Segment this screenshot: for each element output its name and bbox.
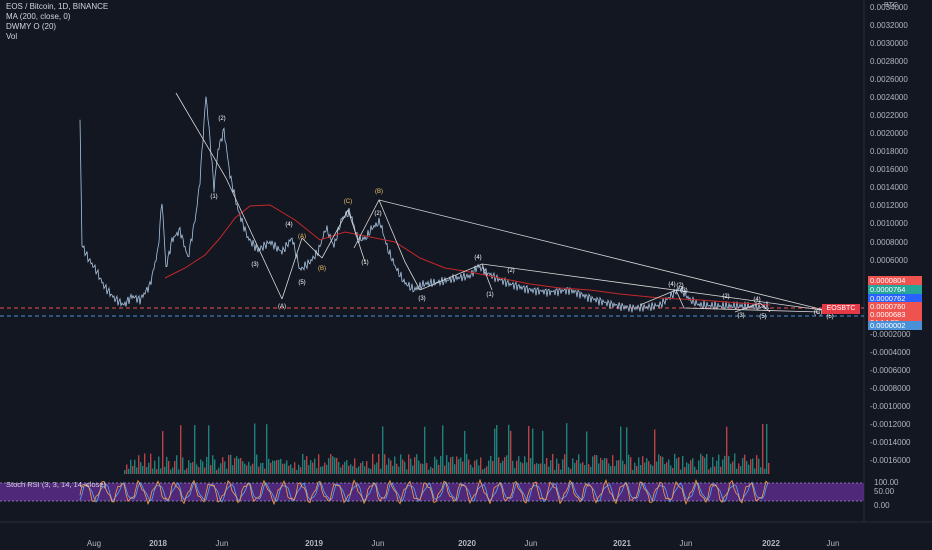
price-scale-label: 0.0030000 bbox=[870, 39, 908, 48]
time-axis-label: 2018 bbox=[149, 539, 167, 548]
price-scale-label: 0.0032000 bbox=[870, 21, 908, 30]
price-tag: 0.0000764 bbox=[868, 285, 922, 294]
price-scale-label: 0.0034000 bbox=[870, 3, 908, 12]
symbol-title[interactable]: EOS / Bitcoin, 1D, BINANCE bbox=[6, 2, 109, 11]
elliott-wave-labels: (2)(1)(3)(4)(A)(5)(B)(C)(B)(2)(1)(3)(4)(… bbox=[210, 116, 833, 320]
price-scale-label: 0.0020000 bbox=[870, 129, 908, 138]
wave-label: (3) bbox=[251, 262, 258, 268]
wave-label: (4) bbox=[753, 297, 760, 303]
price-tag: 0.0000804 bbox=[868, 276, 922, 285]
time-axis-label: 2021 bbox=[613, 539, 631, 548]
volume-bars bbox=[124, 423, 770, 474]
price-scale-label: -0.0014000 bbox=[870, 438, 911, 447]
wave-label: (2) bbox=[218, 116, 225, 122]
price-scale-label: 0.0022000 bbox=[870, 111, 908, 120]
price-scale-label: 0.0012000 bbox=[870, 201, 908, 210]
wave-label: (1) bbox=[210, 194, 217, 200]
elliott-wave-lines bbox=[175, 92, 825, 313]
wave-label: (2) bbox=[676, 283, 683, 289]
wave-label: (5) bbox=[759, 314, 766, 320]
symbol-price-tag: EOSBTC bbox=[822, 304, 860, 314]
time-axis-label: 2020 bbox=[458, 539, 476, 548]
time-axis-label: Jun bbox=[524, 539, 538, 548]
price-scale-label: 0.0008000 bbox=[870, 238, 908, 247]
wave-label: (1) bbox=[486, 292, 493, 298]
wave-label: (3) bbox=[737, 313, 744, 319]
wave-label: (C) bbox=[814, 310, 822, 316]
wave-label: (B) bbox=[318, 266, 326, 272]
time-axis[interactable]: Aug 2018 Jun 2019 Jun 2020 Jun 2021 Jun 2022 Jun bbox=[0, 522, 864, 550]
price-scale-label: -0.0002000 bbox=[870, 330, 911, 339]
wave-label: (4) bbox=[285, 222, 292, 228]
wave-label: (3) bbox=[418, 296, 425, 302]
wave-label: (C) bbox=[344, 199, 352, 205]
volume-indicator-label[interactable]: Vol bbox=[6, 32, 18, 41]
wave-label: (A) bbox=[278, 304, 286, 310]
time-axis-label: Jun bbox=[371, 539, 385, 548]
price-scale-label: 0.0016000 bbox=[870, 165, 908, 174]
wave-label: (2) bbox=[374, 211, 381, 217]
price-scale-label: -0.0010000 bbox=[870, 402, 911, 411]
currency-label: BTC bbox=[884, 2, 898, 9]
price-scale-label: 0.0010000 bbox=[870, 219, 908, 228]
time-axis-label: Jun bbox=[215, 539, 229, 548]
wave-label: (A) bbox=[298, 234, 306, 240]
rsi-scale-label: 100.00 bbox=[874, 478, 899, 487]
price-scale-label: 0.0028000 bbox=[870, 57, 908, 66]
time-axis-label: 2022 bbox=[762, 539, 780, 548]
wave-label: (4) bbox=[474, 255, 481, 261]
stoch-rsi-k-line bbox=[79, 478, 769, 506]
price-scale-label: -0.0016000 bbox=[870, 456, 911, 465]
dwmy-indicator-label[interactable]: DWMY O (20) bbox=[6, 22, 57, 31]
price-scale-label: 0.0014000 bbox=[870, 183, 908, 192]
stoch-rsi-label[interactable]: Stoch RSI (3, 3, 14, 14, close) bbox=[6, 480, 107, 489]
price-scale-label: -0.0006000 bbox=[870, 366, 911, 375]
rsi-scale-label: 50.00 bbox=[874, 487, 895, 496]
ma-indicator-label[interactable]: MA (200, close, 0) bbox=[6, 12, 71, 21]
price-tag: 0.0000760 bbox=[868, 302, 922, 311]
wave-label: (2) bbox=[722, 294, 729, 300]
wave-label: (2) bbox=[507, 268, 514, 274]
time-axis-label: 2019 bbox=[305, 539, 323, 548]
price-scale-label: -0.0008000 bbox=[870, 384, 911, 393]
wave-label: (3) bbox=[680, 288, 687, 294]
price-tag: 0.0000762 bbox=[868, 294, 922, 303]
ma-200-line bbox=[164, 204, 771, 306]
time-axis-label: Aug bbox=[86, 539, 102, 548]
price-scale-label: 0.0018000 bbox=[870, 147, 908, 156]
price-scale-label: -0.0012000 bbox=[870, 420, 911, 429]
price-scale-label: 0.0026000 bbox=[870, 75, 908, 84]
wave-label: (5) bbox=[826, 314, 833, 320]
price-scale-label: 0.0006000 bbox=[870, 256, 908, 265]
price-scale-label: 0.0024000 bbox=[870, 93, 908, 102]
rsi-scale-label: 0.00 bbox=[874, 501, 890, 510]
time-axis-label: Jun bbox=[826, 539, 840, 548]
price-tag: 0.0000002 bbox=[868, 321, 922, 330]
price-tag: 0.0000683 bbox=[868, 310, 922, 319]
chart-legend: EOS / Bitcoin, 1D, BINANCE MA (200, clos… bbox=[6, 2, 108, 42]
wave-label: (5) bbox=[298, 280, 305, 286]
price-scale[interactable]: BTC 0.0034000 0.0032000 0.0030000 0.0028000… bbox=[864, 0, 932, 522]
wave-label: (1) bbox=[361, 260, 368, 266]
wave-label: (4) bbox=[668, 282, 675, 288]
wave-label: (B) bbox=[375, 189, 383, 195]
price-scale-label: -0.0004000 bbox=[870, 348, 911, 357]
price-line bbox=[79, 96, 770, 313]
time-axis-label: Jun bbox=[679, 539, 693, 548]
